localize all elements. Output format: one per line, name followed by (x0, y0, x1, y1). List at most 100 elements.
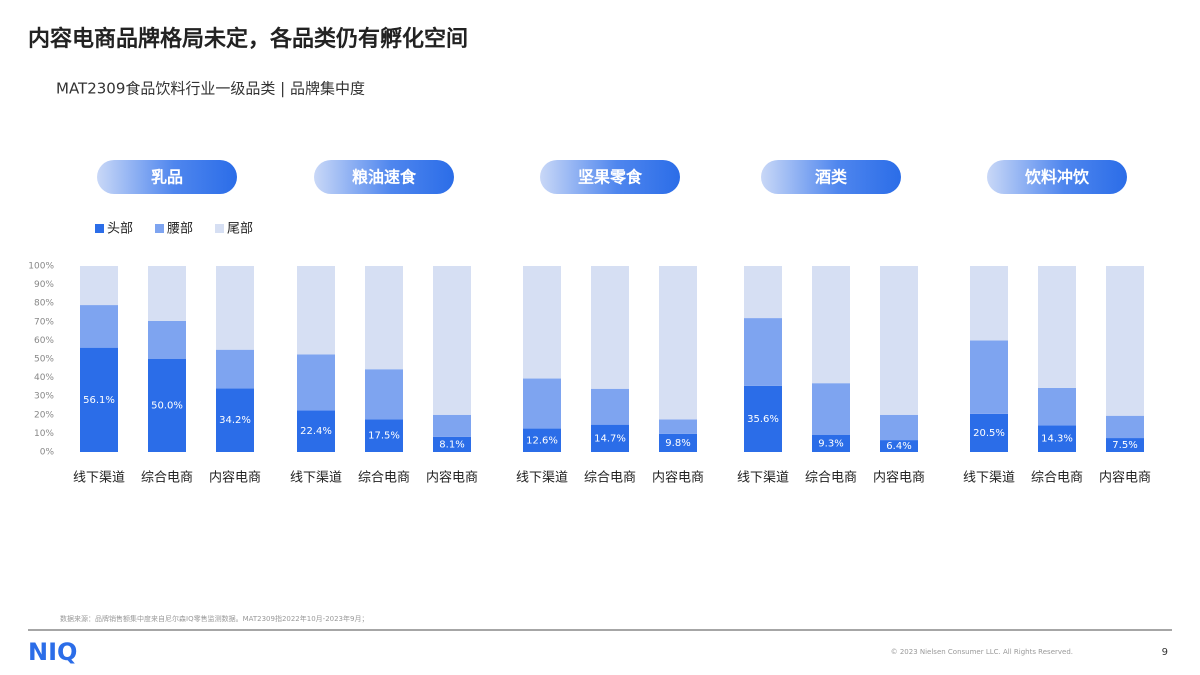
chart-title: 坚果零食 (578, 168, 643, 187)
bar-segment (880, 266, 918, 415)
bar-segment (523, 266, 561, 379)
y-tick-label: 20% (34, 410, 54, 420)
bar-segment (812, 383, 850, 435)
category-pill (314, 160, 454, 194)
value-label: 8.1% (439, 439, 464, 450)
bar-segment (744, 318, 782, 386)
bar-segment (1106, 266, 1144, 416)
bar-segment (148, 320, 186, 359)
y-tick-label: 70% (34, 317, 54, 327)
bar-segment (744, 266, 782, 319)
bar-segment (659, 433, 697, 452)
bar-segment (216, 388, 254, 452)
value-label: 7.5% (1112, 440, 1137, 451)
legend-label: 头部 (107, 222, 133, 237)
bar-segment (1106, 415, 1144, 439)
value-label: 22.4% (300, 426, 332, 437)
bar-segment (970, 413, 1008, 452)
value-label: 9.3% (818, 438, 843, 449)
bar-segment (216, 266, 254, 350)
x-tick-label: 综合电商 (805, 471, 857, 486)
bar-segment (216, 349, 254, 389)
value-label: 14.7% (594, 433, 626, 444)
bar-segment (1038, 425, 1076, 452)
bar-segment (659, 266, 697, 420)
category-pill (97, 160, 237, 194)
x-tick-label: 综合电商 (1031, 471, 1083, 486)
value-label: 35.6% (747, 414, 779, 425)
category-pill (761, 160, 901, 194)
x-tick-label: 线下渠道 (737, 471, 789, 486)
bar-segment (365, 369, 403, 420)
y-tick-label: 100% (28, 262, 54, 272)
bar-segment (1038, 266, 1076, 388)
copyright: © 2023 Nielsen Consumer LLC. All Rights … (891, 648, 1073, 656)
bar-segment (433, 436, 471, 452)
x-tick-label: 线下渠道 (290, 471, 342, 486)
category-pill (540, 160, 680, 194)
bar-segment (591, 424, 629, 452)
legend-swatch (215, 224, 224, 233)
value-label: 34.2% (219, 415, 251, 426)
y-tick-label: 30% (34, 392, 54, 402)
x-tick-label: 综合电商 (358, 471, 410, 486)
bar-segment (812, 434, 850, 452)
bar-segment (80, 347, 118, 452)
x-tick-label: 线下渠道 (516, 471, 568, 486)
logo: NIQ (28, 638, 77, 666)
x-tick-label: 内容电商 (1099, 470, 1151, 486)
category-pill (987, 160, 1127, 194)
bar-segment (1038, 387, 1076, 426)
x-tick-label: 内容电商 (652, 470, 704, 486)
x-tick-label: 线下渠道 (963, 471, 1015, 486)
value-label: 17.5% (368, 431, 400, 442)
value-label: 20.5% (973, 428, 1005, 439)
chart-title: 粮油速食 (352, 168, 417, 187)
bar-segment (880, 440, 918, 452)
legend-label: 尾部 (227, 222, 253, 237)
bar-segment (591, 266, 629, 389)
y-tick-label: 60% (34, 336, 54, 346)
bar-segment (297, 410, 335, 452)
bar-segment (744, 385, 782, 452)
bar-segment (297, 266, 335, 355)
value-label: 12.6% (526, 435, 558, 446)
bar-segment (80, 266, 118, 306)
y-tick-label: 80% (34, 299, 54, 309)
value-label: 9.8% (665, 438, 690, 449)
bar-segment (523, 428, 561, 452)
bar-segment (433, 414, 471, 437)
bar-segment (1106, 438, 1144, 452)
value-label: 56.1% (83, 395, 115, 406)
footnote: 数据来源：品牌销售额集中度来自尼尔森IQ零售监测数据。MAT2309指2022年… (60, 614, 368, 623)
chart-title: 乳品 (151, 168, 183, 187)
bar-segment (80, 305, 118, 348)
bar-segment (970, 340, 1008, 414)
bar-segment (297, 354, 335, 411)
bar-segment (812, 266, 850, 384)
value-label: 6.4% (886, 441, 911, 452)
legend-label: 腰部 (167, 222, 193, 237)
bar-segment (880, 414, 918, 441)
chart-title: 酒类 (815, 168, 848, 187)
value-label: 14.3% (1041, 434, 1073, 445)
x-tick-label: 综合电商 (141, 471, 193, 486)
page-number: 9 (1162, 647, 1168, 658)
bar-segment (365, 419, 403, 452)
chart-title: 饮料冲饮 (1024, 168, 1090, 187)
x-tick-label: 内容电商 (873, 470, 925, 486)
y-tick-label: 0% (40, 448, 55, 458)
bar-segment (148, 359, 186, 452)
bar-segment (148, 266, 186, 321)
value-label: 50.0% (151, 401, 183, 412)
y-tick-label: 10% (34, 429, 54, 439)
x-tick-label: 内容电商 (209, 470, 261, 486)
bar-segment (365, 266, 403, 370)
slide-title: 内容电商品牌格局未定，各品类仍有孵化空间 (28, 26, 468, 52)
bar-segment (523, 378, 561, 429)
y-tick-label: 50% (34, 355, 54, 365)
y-tick-label: 90% (34, 280, 54, 290)
x-tick-label: 综合电商 (584, 471, 636, 486)
y-tick-label: 40% (34, 373, 54, 383)
legend-swatch (155, 224, 164, 233)
